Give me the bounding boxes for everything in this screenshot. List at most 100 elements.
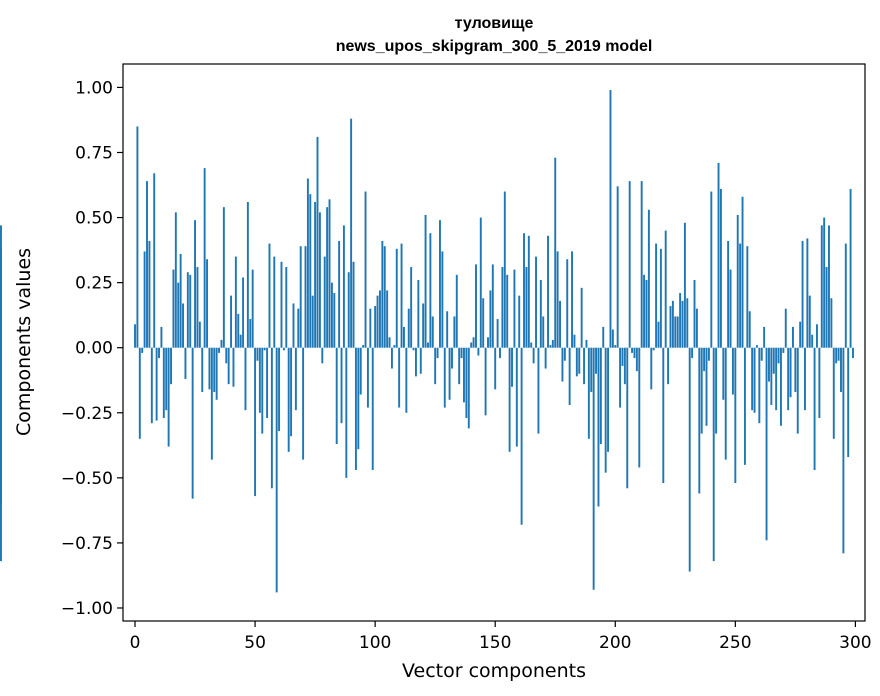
bar — [535, 256, 537, 348]
x-tick-label: 100 — [359, 633, 391, 653]
bar — [206, 259, 208, 348]
bar — [153, 173, 156, 348]
bar — [443, 347, 446, 408]
bar — [146, 181, 148, 348]
bar — [825, 267, 828, 348]
bar-series — [0, 90, 854, 593]
bar — [717, 162, 720, 348]
bar — [371, 347, 374, 471]
bar — [232, 347, 235, 387]
bar — [631, 347, 634, 353]
bar — [249, 319, 252, 348]
bar — [381, 240, 384, 348]
bar — [638, 347, 641, 468]
bar — [840, 347, 842, 392]
bar — [705, 347, 708, 426]
bar — [676, 316, 679, 348]
bar — [345, 347, 348, 478]
bar — [446, 311, 449, 348]
bar — [587, 347, 590, 439]
bar — [739, 243, 742, 348]
bar — [792, 326, 794, 348]
bar — [304, 246, 307, 348]
bar — [779, 347, 782, 426]
bar — [640, 181, 643, 348]
bar — [763, 326, 766, 348]
bar — [767, 347, 770, 382]
bar — [282, 347, 285, 351]
bar — [213, 347, 216, 392]
bar — [436, 347, 439, 359]
bar — [148, 240, 151, 348]
bar — [691, 347, 694, 359]
bar — [580, 287, 583, 348]
bar — [647, 209, 650, 348]
bar — [842, 347, 845, 554]
bar — [419, 347, 422, 374]
bar — [575, 347, 578, 377]
bar — [318, 212, 321, 348]
x-tick-label: 200 — [599, 633, 631, 653]
bar — [583, 347, 586, 385]
bar — [650, 347, 653, 390]
bar — [340, 347, 343, 424]
bar — [194, 220, 196, 348]
bar — [777, 347, 780, 364]
bar — [196, 267, 199, 348]
bar — [369, 308, 372, 348]
bar — [506, 274, 509, 348]
bar — [544, 347, 547, 369]
bar — [309, 194, 312, 348]
bar — [729, 269, 732, 348]
bar — [731, 347, 734, 395]
bar — [186, 272, 189, 348]
bar — [530, 342, 533, 348]
bar — [422, 303, 425, 348]
bar — [184, 347, 187, 379]
bar — [539, 280, 542, 348]
bar — [585, 339, 588, 348]
bar — [602, 326, 605, 348]
bar — [347, 272, 350, 348]
bar — [427, 342, 429, 348]
x-tick-label: 50 — [244, 633, 266, 653]
bar — [374, 306, 377, 348]
bar — [772, 347, 775, 374]
bar — [693, 280, 696, 348]
bar — [431, 316, 434, 348]
bar — [316, 136, 319, 348]
bar — [823, 217, 826, 348]
bar — [794, 347, 797, 392]
bar — [755, 345, 758, 348]
bar — [465, 347, 468, 418]
bar — [844, 243, 847, 348]
bar — [160, 326, 163, 348]
bar — [499, 347, 501, 359]
bar — [712, 347, 715, 562]
bar — [849, 188, 852, 348]
bar — [820, 225, 823, 348]
bar — [609, 90, 612, 348]
bar — [667, 347, 670, 385]
bar — [268, 243, 271, 348]
bar — [390, 347, 393, 369]
bar — [525, 267, 528, 348]
bar — [652, 347, 655, 351]
bar — [424, 214, 427, 348]
bar — [686, 298, 689, 348]
bar — [234, 256, 237, 348]
bar — [518, 295, 521, 348]
bar — [719, 188, 722, 348]
bar — [808, 295, 811, 348]
bar — [561, 347, 564, 382]
y-tick-label: 0.25 — [75, 274, 113, 294]
bar — [604, 347, 607, 473]
bar — [746, 246, 749, 348]
bar — [0, 225, 2, 348]
bar — [703, 347, 706, 372]
bar — [688, 347, 691, 572]
bar — [225, 347, 228, 364]
bar — [326, 207, 329, 348]
y-tick-label: 0.00 — [75, 339, 113, 359]
